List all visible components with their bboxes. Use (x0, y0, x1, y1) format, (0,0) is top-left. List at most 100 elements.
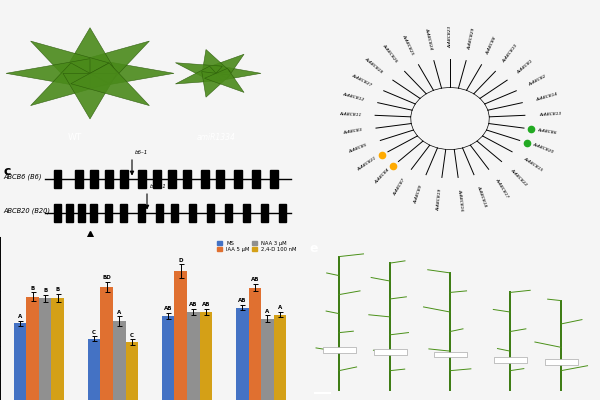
FancyBboxPatch shape (54, 204, 61, 222)
FancyBboxPatch shape (78, 204, 85, 222)
Text: AtABCB28: AtABCB28 (364, 57, 383, 74)
Text: ABCB6 (B6): ABCB6 (B6) (3, 173, 41, 180)
Text: amiR1334: amiR1334 (197, 133, 235, 142)
Text: AtABCB16: AtABCB16 (458, 188, 464, 211)
Text: WT: WT (68, 133, 82, 142)
Text: AtABCB26: AtABCB26 (381, 44, 398, 64)
Text: D: D (179, 258, 183, 262)
Text: AtABCB2: AtABCB2 (528, 75, 547, 87)
Text: b20–1: b20–1 (150, 184, 167, 189)
Text: AB: AB (189, 302, 197, 307)
FancyBboxPatch shape (183, 170, 191, 188)
Bar (433, 352, 467, 357)
FancyBboxPatch shape (138, 170, 146, 188)
Text: AtABCB11: AtABCB11 (339, 112, 361, 117)
Text: BD: BD (102, 275, 111, 280)
Bar (248, 288, 261, 400)
Bar (373, 349, 407, 355)
FancyBboxPatch shape (225, 204, 232, 222)
Text: A: A (278, 305, 282, 310)
Bar (187, 312, 200, 400)
Bar (236, 308, 248, 400)
Text: AtABCB14: AtABCB14 (535, 92, 558, 102)
FancyBboxPatch shape (120, 204, 127, 222)
Bar (14, 324, 26, 400)
Text: AtABCB1: AtABCB1 (517, 59, 534, 74)
Bar (113, 321, 125, 400)
Legend: MS, IAA 5 µM, NAA 3 µM, 2,4-D 100 nM: MS, IAA 5 µM, NAA 3 µM, 2,4-D 100 nM (217, 240, 298, 252)
FancyBboxPatch shape (153, 170, 161, 188)
FancyBboxPatch shape (234, 170, 242, 188)
Bar (125, 342, 138, 400)
FancyBboxPatch shape (252, 170, 260, 188)
Text: AtABCB20: AtABCB20 (532, 143, 554, 155)
Text: e: e (309, 242, 317, 255)
Text: AtABCB25: AtABCB25 (401, 34, 415, 56)
Polygon shape (175, 63, 223, 80)
Bar (493, 357, 527, 363)
Polygon shape (205, 54, 244, 78)
Bar (100, 287, 113, 400)
Text: ABCB20 (B20): ABCB20 (B20) (3, 207, 50, 214)
Bar (545, 360, 577, 365)
Bar (39, 298, 52, 400)
Text: AtABCB21: AtABCB21 (357, 156, 377, 172)
Text: AtABCB27: AtABCB27 (351, 73, 372, 87)
Text: AtABCB19: AtABCB19 (436, 188, 442, 211)
Text: c: c (3, 165, 10, 178)
Polygon shape (202, 50, 230, 75)
FancyBboxPatch shape (138, 204, 145, 222)
Text: AtABCB7: AtABCB7 (392, 178, 406, 196)
FancyBboxPatch shape (90, 170, 97, 188)
Text: AtABCB9: AtABCB9 (413, 184, 424, 204)
Text: AtABCB15: AtABCB15 (523, 156, 543, 172)
Text: AtABCB4: AtABCB4 (374, 168, 390, 185)
FancyBboxPatch shape (66, 204, 73, 222)
Text: AtABCB6: AtABCB6 (538, 128, 557, 135)
Text: AtABCB17: AtABCB17 (494, 178, 509, 199)
FancyBboxPatch shape (270, 170, 277, 188)
Text: AB: AB (164, 306, 172, 311)
FancyBboxPatch shape (168, 170, 176, 188)
Polygon shape (90, 59, 174, 88)
Text: b20–2: b20–2 (96, 244, 113, 250)
Text: B: B (56, 288, 60, 292)
FancyBboxPatch shape (189, 204, 196, 222)
FancyBboxPatch shape (279, 204, 286, 222)
Bar (261, 318, 274, 400)
FancyBboxPatch shape (90, 204, 97, 222)
Text: AtABCB3: AtABCB3 (343, 128, 362, 135)
Text: AtABCB18: AtABCB18 (476, 184, 487, 207)
FancyBboxPatch shape (201, 170, 209, 188)
Text: AtABCB24: AtABCB24 (424, 28, 433, 50)
Polygon shape (63, 73, 117, 119)
FancyBboxPatch shape (207, 204, 214, 222)
Polygon shape (31, 63, 109, 106)
Bar (323, 347, 355, 353)
Text: B: B (43, 288, 47, 293)
Text: AB: AB (238, 298, 247, 303)
Polygon shape (6, 59, 90, 88)
FancyBboxPatch shape (54, 170, 61, 188)
Bar (175, 271, 187, 400)
FancyBboxPatch shape (261, 204, 268, 222)
Text: AB: AB (202, 302, 210, 307)
Text: AtABCB13: AtABCB13 (539, 112, 561, 117)
Text: AtABCB5: AtABCB5 (349, 143, 368, 154)
Text: AtABCB10: AtABCB10 (502, 44, 519, 64)
FancyBboxPatch shape (75, 170, 83, 188)
Bar (26, 297, 39, 400)
Polygon shape (31, 41, 109, 84)
Polygon shape (216, 65, 261, 81)
Polygon shape (71, 41, 149, 84)
Bar (162, 316, 175, 400)
Polygon shape (175, 66, 223, 84)
Text: b6–1: b6–1 (135, 150, 148, 155)
Text: AtABCB22: AtABCB22 (510, 168, 528, 187)
Text: C: C (130, 332, 134, 338)
Bar (200, 312, 212, 400)
Text: AB: AB (251, 277, 259, 282)
Text: AtABCB8: AtABCB8 (485, 36, 497, 56)
Polygon shape (205, 68, 244, 92)
FancyBboxPatch shape (105, 170, 113, 188)
